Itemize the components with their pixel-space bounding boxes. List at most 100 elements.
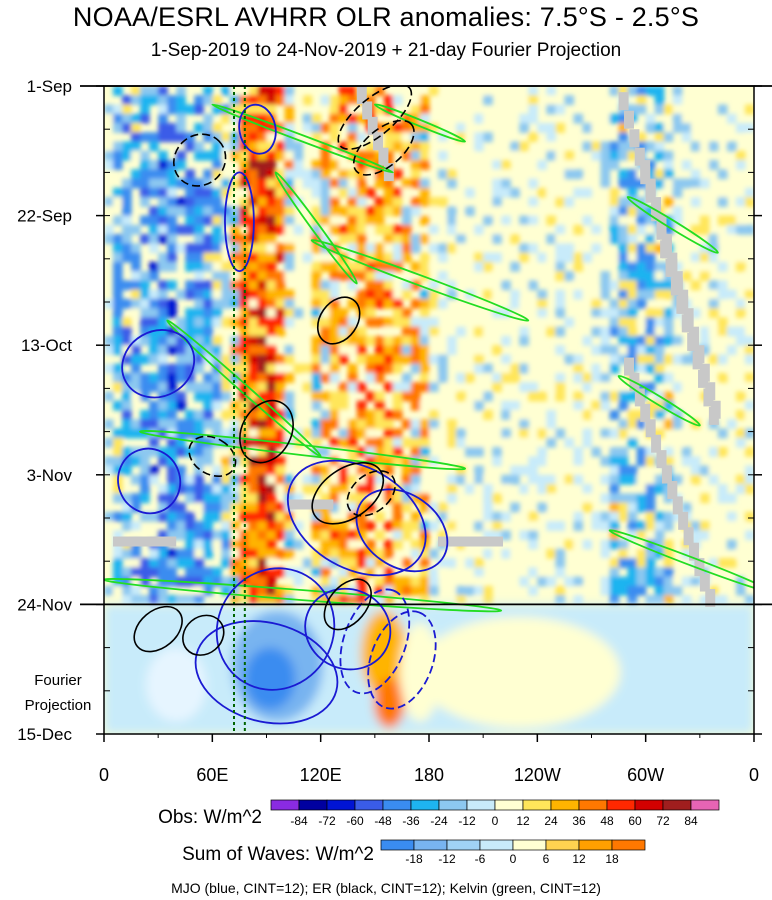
field-cell [681, 113, 692, 124]
field-cell [429, 372, 439, 383]
field-cell [392, 187, 403, 198]
field-cell [609, 215, 620, 226]
field-cell [744, 104, 754, 115]
field-cell [392, 447, 403, 457]
field-cell [221, 261, 231, 272]
field-cell [194, 271, 204, 281]
field-cell [284, 345, 295, 356]
field-cell [654, 104, 665, 115]
field-cell [447, 382, 457, 393]
field-cell [266, 456, 277, 467]
field-cell [347, 511, 358, 522]
field-cell [636, 141, 647, 152]
field-cell [600, 178, 611, 189]
field-cell [356, 335, 367, 346]
field-cell [149, 234, 159, 244]
field-cell [158, 345, 168, 356]
field-cell [320, 345, 331, 356]
field-cell [627, 317, 638, 328]
field-cell [185, 372, 195, 383]
field-cell [618, 215, 629, 226]
field-cell [230, 243, 241, 254]
colorbar-label: -72 [318, 814, 336, 828]
field-cell [248, 363, 259, 374]
field-cell [113, 345, 123, 356]
field-cell [131, 493, 141, 504]
field-cell [600, 326, 611, 337]
field-cell [645, 113, 656, 124]
field-cell [122, 447, 132, 457]
er-contour [352, 119, 415, 176]
field-cell [618, 456, 629, 467]
field-cell [329, 326, 340, 337]
field-cell [356, 271, 367, 281]
field-cell [104, 104, 114, 115]
field-cell [401, 234, 412, 244]
field-cell [194, 104, 204, 115]
field-cell [338, 104, 349, 115]
field-cell [167, 465, 177, 476]
field-cell [392, 252, 403, 263]
field-cell [212, 123, 222, 133]
field-cell [347, 530, 358, 541]
field-cell [158, 206, 168, 217]
field-cell [708, 280, 719, 291]
field-cell [203, 206, 213, 217]
field-cell [690, 474, 701, 485]
field-cell [356, 160, 367, 170]
field-cell [636, 317, 647, 328]
field-cell [609, 567, 620, 578]
field-cell [618, 335, 629, 346]
field-cell [627, 410, 638, 420]
field-cell [293, 224, 304, 235]
field-cell [194, 474, 204, 485]
field-cell [456, 234, 466, 244]
field-cell [717, 261, 728, 272]
field-cell [383, 271, 394, 281]
field-cell [140, 280, 150, 291]
field-cell [501, 224, 511, 235]
field-cell [465, 400, 475, 411]
field-cell [735, 548, 746, 559]
field-cell [474, 252, 484, 263]
x-tick-label: 180 [414, 765, 444, 785]
field-cell [266, 280, 277, 291]
field-cell [465, 187, 475, 198]
field-cell [483, 113, 493, 124]
field-cell [221, 280, 231, 291]
field-cell [645, 243, 656, 254]
field-cell [158, 197, 168, 207]
field-cell [248, 400, 259, 411]
field-cell [429, 224, 439, 235]
field-cell [329, 197, 340, 207]
field-cell [438, 150, 448, 161]
field-cell [456, 280, 466, 291]
field-cell [158, 104, 168, 115]
field-cell [221, 113, 231, 124]
field-cell [356, 224, 367, 235]
field-cell [158, 400, 168, 411]
field-cell [573, 410, 584, 420]
field-cell [519, 484, 529, 494]
field-cell [149, 558, 159, 568]
field-cell [167, 243, 177, 254]
field-cell [212, 132, 222, 143]
field-cell [248, 104, 259, 115]
field-cell [573, 511, 584, 522]
field-cell [329, 95, 340, 106]
field-cell [158, 86, 168, 96]
field-cell [203, 548, 213, 559]
field-cell [140, 419, 150, 430]
field-cell [383, 428, 394, 439]
field-cell [438, 95, 448, 106]
field-cell [438, 437, 448, 448]
field-cell [194, 363, 204, 374]
field-cell [374, 419, 385, 430]
field-cell [266, 308, 277, 319]
field-cell [149, 271, 159, 281]
field-cell [528, 95, 538, 106]
field-cell [122, 234, 132, 244]
missing-mark [113, 536, 177, 547]
field-cell [230, 298, 241, 309]
field-cell [717, 493, 728, 504]
